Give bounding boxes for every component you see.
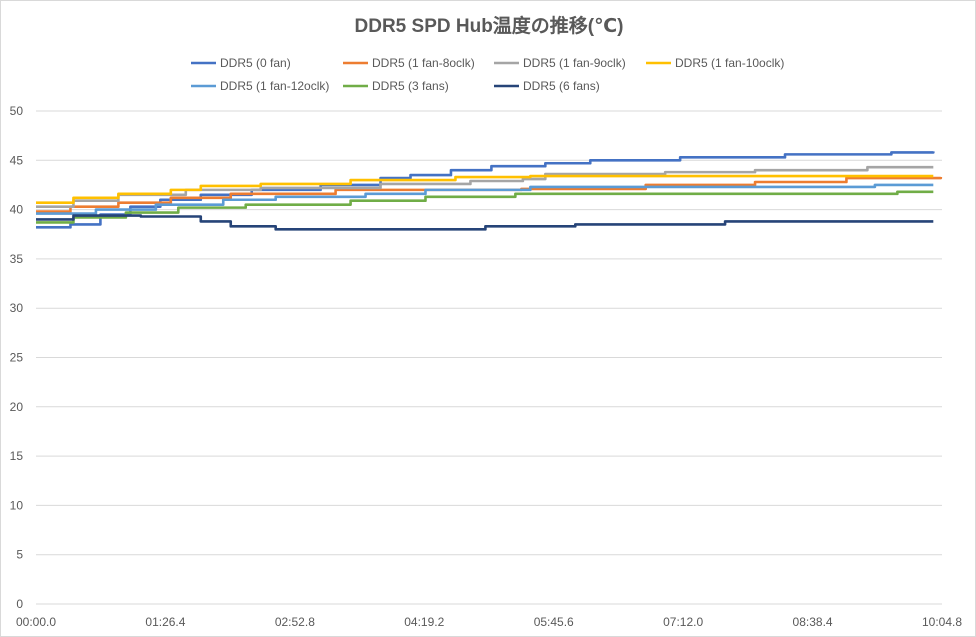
y-tick-label: 40 [10,203,24,217]
y-tick-label: 5 [16,548,23,562]
legend-label: DDR5 (0 fan) [220,56,291,70]
series-line-3 [36,174,934,204]
y-tick-label: 15 [10,449,24,463]
legend-label: DDR5 (3 fans) [372,79,449,93]
y-tick-label: 10 [10,498,24,512]
y-tick-label: 45 [10,153,24,167]
legend-label: DDR5 (1 fan-12oclk) [220,79,329,93]
x-tick-label: 00:00.0 [16,615,56,629]
chart-title: DDR5 SPD Hub温度の推移(℃) [354,16,624,37]
x-tick-label: 07:12.0 [663,615,703,629]
y-tick-label: 30 [10,301,24,315]
series-line-1 [36,176,943,213]
legend-label: DDR5 (1 fan-8oclk) [372,56,475,70]
x-tick-label: 01:26.4 [145,615,185,629]
x-tick-label: 05:45.6 [534,615,574,629]
legend-label: DDR5 (6 fans) [523,79,600,93]
x-tick-label: 10:04.8 [922,615,962,629]
series-line-6 [36,214,934,231]
x-tick-label: 08:38.4 [793,615,833,629]
series-line-4 [36,183,934,215]
x-tick-label: 02:52.8 [275,615,315,629]
y-tick-label: 20 [10,400,24,414]
series-line-5 [36,190,934,224]
y-tick-label: 35 [10,252,24,266]
y-tick-label: 25 [10,351,24,365]
legend-label: DDR5 (1 fan-9oclk) [523,56,626,70]
y-tick-label: 0 [16,597,23,611]
y-tick-label: 50 [10,104,24,118]
x-tick-label: 04:19.2 [404,615,444,629]
legend-label: DDR5 (1 fan-10oclk) [675,56,784,70]
